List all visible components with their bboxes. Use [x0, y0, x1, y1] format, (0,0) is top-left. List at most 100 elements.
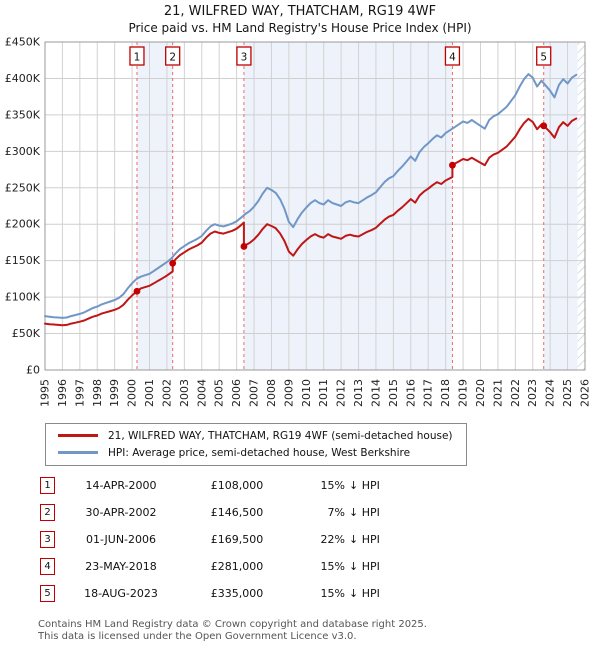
license-line-1: Contains HM Land Registry data © Crown c… [38, 619, 427, 630]
x-axis-label: 1997 [73, 379, 86, 407]
legend-hpi-label: HPI: Average price, semi-detached house,… [108, 446, 411, 459]
x-axis-label: 1995 [39, 379, 52, 407]
x-axis-label: 2021 [491, 379, 504, 407]
legend-item-property: 21, WILFRED WAY, THATCHAM, RG19 4WF (sem… [52, 427, 460, 444]
y-axis-label: £100K [5, 291, 41, 304]
sale-pct-number: 15% [320, 586, 345, 600]
sale-pct-number: 22% [320, 532, 345, 546]
sale-marker-number: 5 [540, 52, 547, 64]
x-axis-label: 2015 [387, 379, 400, 407]
x-axis-label: 1999 [108, 379, 121, 407]
x-axis-label: 2003 [178, 379, 191, 407]
y-axis-label: £400K [5, 72, 41, 85]
sale-pct-note: ↓ HPI [349, 505, 380, 519]
legend-property-label: 21, WILFRED WAY, THATCHAM, RG19 4WF (sem… [108, 429, 453, 442]
future-hatch-band [577, 42, 585, 370]
x-axis-label: 2011 [317, 379, 330, 407]
y-axis-label: £350K [5, 108, 41, 121]
x-axis-label: 2024 [544, 379, 557, 407]
page-title: 21, WILFRED WAY, THATCHAM, RG19 4WF [163, 4, 437, 19]
sale-marker-number: 3 [241, 52, 248, 64]
legend-item-hpi: HPI: Average price, semi-detached house,… [52, 444, 460, 461]
x-axis-label: 2013 [352, 379, 365, 407]
y-axis-label: £150K [5, 254, 41, 267]
x-axis-label: 2023 [526, 379, 539, 407]
sale-pct-note: ↓ HPI [349, 478, 380, 492]
sale-price: £169,500 [210, 532, 264, 546]
sale-number-badge: 1 [40, 476, 55, 494]
x-axis-label: 2019 [457, 379, 470, 407]
x-axis-label: 1996 [56, 379, 69, 407]
y-axis-label: £200K [5, 218, 41, 231]
sale-pct-vs-hpi: 7% ↓ HPI [315, 506, 380, 519]
ownership-period-band [243, 42, 453, 370]
sale-date: 01-JUN-2006 [85, 532, 157, 546]
price-history-chart: 1 2 3 4 5 £0 £50K £100K £150K £200K £250K £300K £350… [5, 36, 592, 408]
sale-marker-number: 1 [134, 52, 141, 64]
sale-pct-vs-hpi: 15% ↓ HPI [315, 479, 380, 492]
y-axis-label: £0 [26, 364, 40, 377]
license-footer: Contains HM Land Registry data © Crown c… [38, 619, 427, 642]
chart-legend: 21, WILFRED WAY, THATCHAM, RG19 4WF (sem… [45, 423, 467, 466]
license-line-2: This data is licensed under the Open Gov… [38, 630, 357, 642]
sale-row: 2 30-APR-2002 £146,500 7% ↓ HPI [38, 503, 438, 521]
x-axis-label: 1998 [91, 379, 104, 407]
x-axis-label: 2018 [439, 379, 452, 407]
x-axis-label: 2002 [160, 379, 173, 407]
sale-marker-number: 2 [169, 52, 176, 64]
sale-pct-vs-hpi: 22% ↓ HPI [315, 533, 380, 546]
sale-marker-box [236, 46, 252, 66]
sale-row: 3 01-JUN-2006 £169,500 22% ↓ HPI [38, 530, 438, 548]
x-axis-label: 2020 [474, 379, 487, 407]
sale-pct-note: ↓ HPI [349, 532, 380, 546]
sale-marker-box [165, 46, 181, 66]
sale-marker-box [444, 46, 461, 66]
page-subtitle: Price paid vs. HM Land Registry's House … [128, 21, 472, 35]
sale-point [169, 259, 177, 267]
sale-pct-note: ↓ HPI [349, 586, 380, 600]
x-axis-label: 2004 [195, 379, 208, 407]
sale-pct-number: 15% [320, 478, 345, 492]
sale-pct-note: ↓ HPI [349, 559, 380, 573]
x-axis-label: 2009 [282, 379, 295, 407]
sale-point [240, 243, 248, 250]
sale-pct-number: 15% [320, 559, 345, 573]
y-axis-label: £300K [5, 145, 41, 158]
x-axis-label: 2022 [509, 379, 522, 407]
sale-price: £108,000 [210, 478, 264, 492]
plot-area [44, 41, 586, 371]
sale-marker-number: 4 [449, 52, 456, 64]
sale-price: £281,000 [210, 559, 264, 573]
plot-border [44, 41, 586, 371]
hpi-line [44, 73, 578, 319]
sale-row: 1 14-APR-2000 £108,000 15% ↓ HPI [38, 476, 438, 494]
sale-date: 30-APR-2002 [85, 505, 157, 519]
sale-number-badge: 2 [40, 503, 55, 521]
x-axis-label: 2008 [265, 379, 278, 407]
sale-point [133, 287, 141, 295]
x-axis-label: 2017 [422, 379, 435, 407]
x-axis-label: 2010 [300, 379, 313, 407]
sale-pct-number: 7% [327, 505, 345, 519]
sale-date: 14-APR-2000 [85, 478, 157, 492]
sale-point [449, 161, 456, 169]
sale-date: 18-AUG-2023 [84, 586, 158, 600]
sale-marker-box [129, 46, 145, 66]
x-axis-label: 2007 [248, 379, 261, 407]
sale-pct-vs-hpi: 15% ↓ HPI [315, 587, 380, 600]
sale-number-badge: 3 [40, 530, 55, 548]
sale-row: 4 23-MAY-2018 £281,000 15% ↓ HPI [38, 557, 438, 575]
x-axis-label: 2000 [126, 379, 139, 407]
x-axis-label: 2016 [404, 379, 417, 407]
x-axis-label: 2012 [335, 379, 348, 407]
sale-number-badge: 4 [40, 557, 55, 575]
sale-price: £335,000 [210, 586, 264, 600]
sales-table: 1 14-APR-2000 £108,000 15% ↓ HPI 2 30-AP… [38, 476, 438, 611]
hpi-line-swatch [58, 451, 98, 454]
ownership-period-band [543, 42, 578, 370]
x-axis-label: 2025 [561, 379, 574, 407]
sale-date: 23-MAY-2018 [85, 559, 157, 573]
x-axis-label: 2001 [143, 379, 156, 407]
property-line-swatch [58, 434, 98, 437]
